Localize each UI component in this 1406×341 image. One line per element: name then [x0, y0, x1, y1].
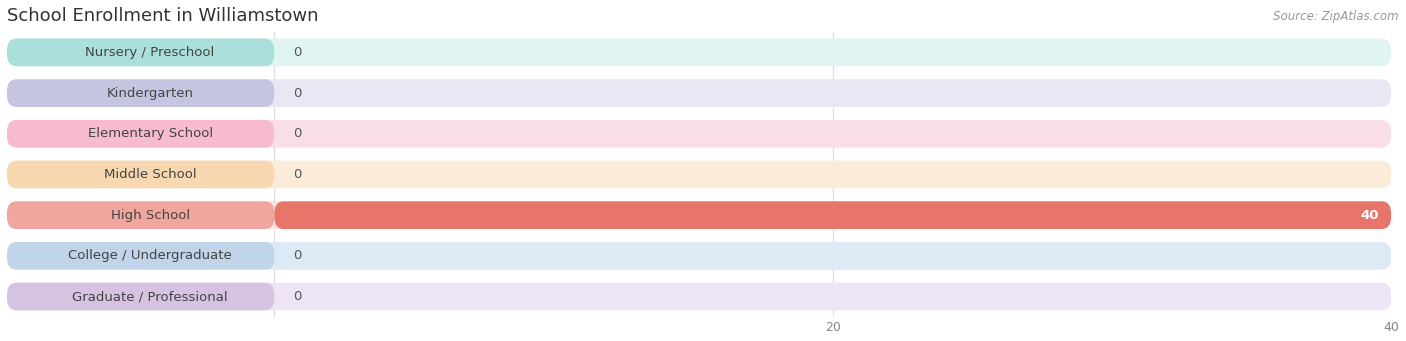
Text: 0: 0 — [294, 249, 302, 262]
Text: 0: 0 — [294, 290, 302, 303]
FancyBboxPatch shape — [7, 283, 1391, 310]
Text: Kindergarten: Kindergarten — [107, 87, 194, 100]
FancyBboxPatch shape — [7, 79, 274, 107]
FancyBboxPatch shape — [274, 201, 1391, 229]
FancyBboxPatch shape — [7, 79, 1391, 107]
Text: 0: 0 — [294, 46, 302, 59]
Text: 0: 0 — [294, 168, 302, 181]
FancyBboxPatch shape — [7, 161, 274, 188]
FancyBboxPatch shape — [7, 242, 1391, 270]
Text: 40: 40 — [1360, 209, 1378, 222]
Text: Elementary School: Elementary School — [87, 127, 212, 140]
FancyBboxPatch shape — [7, 283, 274, 310]
Text: High School: High School — [111, 209, 190, 222]
FancyBboxPatch shape — [7, 120, 274, 148]
FancyBboxPatch shape — [7, 39, 274, 66]
FancyBboxPatch shape — [7, 201, 1391, 229]
FancyBboxPatch shape — [7, 242, 274, 270]
Text: Middle School: Middle School — [104, 168, 197, 181]
FancyBboxPatch shape — [7, 201, 274, 229]
Text: 0: 0 — [294, 127, 302, 140]
Text: Source: ZipAtlas.com: Source: ZipAtlas.com — [1274, 10, 1399, 23]
FancyBboxPatch shape — [7, 39, 1391, 66]
Text: 0: 0 — [294, 87, 302, 100]
Text: College / Undergraduate: College / Undergraduate — [69, 249, 232, 262]
FancyBboxPatch shape — [7, 120, 1391, 148]
Text: Nursery / Preschool: Nursery / Preschool — [86, 46, 215, 59]
FancyBboxPatch shape — [7, 161, 1391, 188]
Text: Graduate / Professional: Graduate / Professional — [72, 290, 228, 303]
Text: School Enrollment in Williamstown: School Enrollment in Williamstown — [7, 7, 318, 25]
